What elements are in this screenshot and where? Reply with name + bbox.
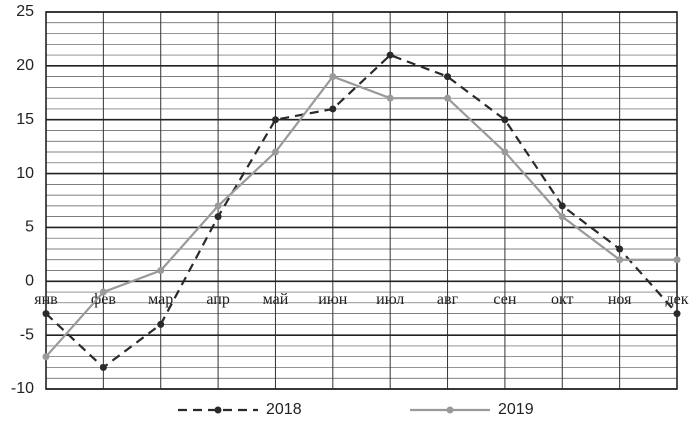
point: [214, 213, 222, 221]
point: [42, 353, 50, 361]
x-tick-label: авг: [437, 291, 459, 308]
x-tick-label: фев: [91, 291, 116, 308]
point: [386, 51, 394, 59]
x-tick-label: июл: [376, 291, 404, 308]
y-tick-label: 0: [25, 273, 34, 290]
x-tick-label: июн: [318, 291, 348, 308]
point: [329, 73, 337, 81]
point: [157, 267, 165, 275]
x-tick-label: май: [263, 291, 289, 308]
point: [386, 94, 394, 102]
point: [99, 363, 107, 371]
plot-frame: [45, 11, 678, 390]
point: [99, 288, 107, 296]
y-tick-label: 25: [16, 3, 34, 20]
y-tick-label: -5: [20, 326, 34, 343]
point: [42, 310, 50, 318]
legend-label: 2019: [498, 401, 534, 418]
y-tick-label: 20: [16, 57, 34, 74]
y-tick-label: 15: [16, 111, 34, 128]
point: [558, 213, 566, 221]
point: [616, 256, 624, 264]
x-tick-label: окт: [551, 291, 574, 308]
point: [157, 320, 165, 328]
point: [616, 245, 624, 253]
y-tick-label: 5: [25, 219, 34, 236]
x-tick-label: мар: [148, 291, 173, 308]
point: [444, 94, 452, 102]
point: [271, 148, 279, 156]
point: [271, 116, 279, 124]
legend-label: 2018: [266, 401, 302, 418]
y-tick-label: -10: [11, 380, 34, 397]
point: [444, 73, 452, 81]
x-tick-label: сен: [493, 291, 516, 308]
point: [673, 256, 681, 264]
point: [501, 148, 509, 156]
x-tick-label: дек: [665, 291, 688, 308]
series-line: [45, 53, 678, 369]
point: [214, 202, 222, 210]
legend-marker: [446, 406, 454, 414]
x-tick-label: янв: [34, 291, 58, 308]
point: [673, 310, 681, 318]
y-tick-label: 10: [16, 165, 34, 182]
point: [558, 202, 566, 210]
series-line: [45, 75, 677, 358]
point: [329, 105, 337, 113]
point: [501, 116, 509, 124]
legend-marker: [214, 406, 222, 414]
x-tick-label: ноя: [608, 291, 632, 308]
x-tick-label: апр: [206, 291, 229, 308]
